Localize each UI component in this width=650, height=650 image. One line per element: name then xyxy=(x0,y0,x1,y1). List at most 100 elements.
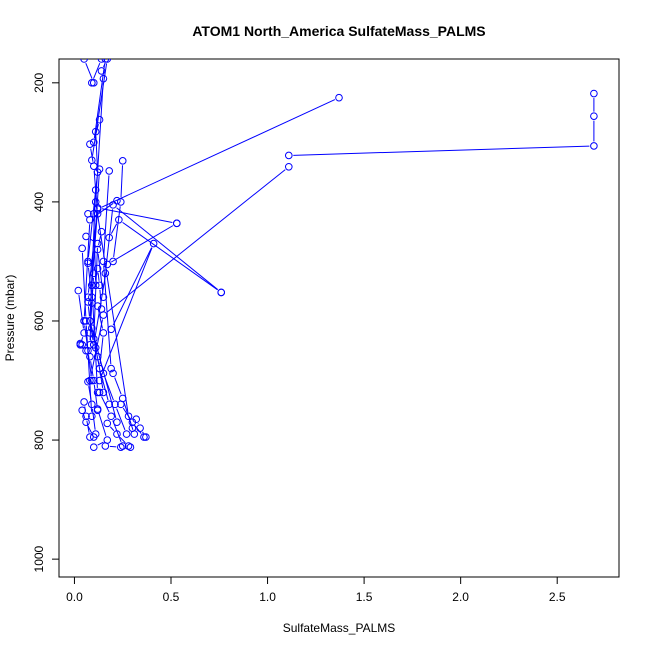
series-segment xyxy=(96,352,100,365)
series-segment xyxy=(103,265,112,365)
data-point xyxy=(88,400,96,409)
series-11 xyxy=(80,59,98,87)
y-tick-label: 200 xyxy=(32,72,46,92)
x-axis: 0.0 0.5 1.0 1.5 2.0 2.5 xyxy=(66,577,566,604)
series-41 xyxy=(103,419,133,450)
data-point xyxy=(107,364,115,373)
data-point xyxy=(88,324,96,332)
y-tick-label: 800 xyxy=(32,430,46,450)
series-segment xyxy=(90,325,94,341)
series-segment xyxy=(101,208,173,223)
data-point xyxy=(91,343,100,352)
data-point xyxy=(97,59,106,63)
series-39 xyxy=(116,400,148,441)
data-point xyxy=(86,352,94,361)
data-point xyxy=(78,244,86,253)
series-segment xyxy=(106,169,286,313)
data-point xyxy=(80,59,88,63)
series-segment xyxy=(81,337,84,341)
data-point xyxy=(113,196,121,205)
data-point xyxy=(142,433,150,441)
x-axis-label: SulfateMass_PALMS xyxy=(283,621,396,635)
data-point xyxy=(89,443,98,452)
series-segment xyxy=(112,247,153,326)
series-segment xyxy=(105,209,114,269)
data-point xyxy=(95,115,104,124)
data-point xyxy=(89,376,98,385)
series-42 xyxy=(132,415,150,441)
x-tick-label: 0.5 xyxy=(163,590,180,604)
data-point xyxy=(95,165,104,173)
data-point xyxy=(590,142,598,150)
data-point xyxy=(82,346,90,355)
data-point xyxy=(91,186,100,194)
data-point xyxy=(89,210,98,218)
series-segment xyxy=(110,225,174,263)
series-segment xyxy=(99,289,102,305)
series-4 xyxy=(105,215,226,297)
data-point xyxy=(105,167,114,175)
series-segment xyxy=(78,295,84,329)
series-43 xyxy=(109,369,139,438)
y-tick-label: 400 xyxy=(32,192,46,212)
data-point xyxy=(93,388,102,397)
series-segment xyxy=(84,325,88,347)
series-segment xyxy=(104,377,114,401)
series-segment xyxy=(91,277,94,299)
data-point xyxy=(284,162,293,171)
data-point xyxy=(97,67,106,75)
series-22 xyxy=(82,232,102,343)
data-point xyxy=(84,210,92,218)
series-segment xyxy=(119,436,126,444)
data-point xyxy=(84,298,92,306)
data-point xyxy=(88,293,96,301)
data-point xyxy=(103,419,112,428)
data-point xyxy=(93,302,102,310)
data-point xyxy=(113,430,121,438)
x-tick-label: 2.5 xyxy=(549,590,566,604)
y-tick-label: 600 xyxy=(32,311,46,331)
data-point xyxy=(97,227,106,236)
data-point xyxy=(89,433,98,441)
series-33 xyxy=(91,343,114,409)
series-segment xyxy=(95,136,98,168)
data-point xyxy=(82,412,90,421)
series-segment xyxy=(93,384,98,406)
series-9 xyxy=(109,157,127,266)
series-36 xyxy=(84,377,100,438)
data-point xyxy=(78,406,86,415)
series-2 xyxy=(86,162,293,385)
data-point xyxy=(84,377,92,386)
series-segment xyxy=(93,62,101,79)
data-point xyxy=(88,412,96,421)
series-16 xyxy=(88,59,112,165)
series-segment xyxy=(90,148,94,162)
series-segment xyxy=(83,414,86,419)
series-0 xyxy=(284,89,598,160)
data-point xyxy=(88,156,96,165)
data-point xyxy=(82,232,90,241)
data-point xyxy=(140,433,148,441)
series-5 xyxy=(89,219,181,349)
series-segment xyxy=(91,408,96,430)
series-segment xyxy=(293,145,590,156)
series-segment xyxy=(81,252,87,317)
data-point xyxy=(130,430,139,438)
series-segment xyxy=(89,194,96,317)
series-segment xyxy=(87,425,93,434)
data-point xyxy=(105,233,114,242)
series-32 xyxy=(76,339,90,355)
series-45 xyxy=(101,442,135,452)
data-point xyxy=(99,257,108,266)
series-layer xyxy=(74,59,598,452)
series-segment xyxy=(97,272,100,281)
data-point xyxy=(88,79,96,87)
data-point xyxy=(105,400,114,409)
data-point xyxy=(82,418,90,426)
series-segment xyxy=(98,310,103,329)
series-segment xyxy=(120,165,124,198)
data-point xyxy=(86,433,94,441)
data-point xyxy=(80,329,88,337)
data-point xyxy=(95,364,104,373)
